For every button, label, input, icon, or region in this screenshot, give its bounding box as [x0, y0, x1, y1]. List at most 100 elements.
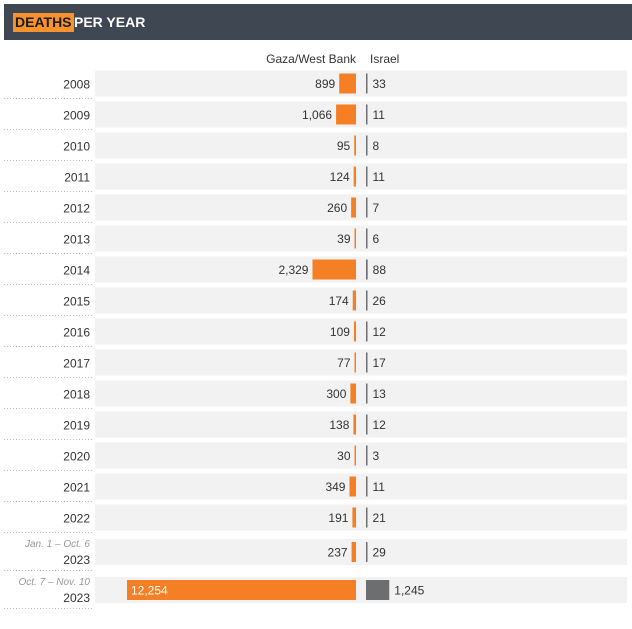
israel-bar: [366, 580, 390, 600]
gaza-value-label: 12,254: [131, 584, 168, 598]
gaza-value-label: 1,066: [302, 108, 332, 122]
gaza-value-label: 30: [337, 449, 351, 463]
gaza-value-label: 2,329: [278, 263, 308, 277]
gaza-bar: [353, 414, 356, 435]
gaza-value-label: 109: [330, 325, 350, 339]
title-rest: PER YEAR: [74, 14, 146, 30]
israel-bar: [366, 135, 368, 156]
row-band: [95, 163, 627, 190]
gaza-bar: [352, 507, 356, 528]
israel-bar: [366, 197, 368, 218]
row-band: [95, 101, 627, 128]
gaza-bar: [351, 197, 356, 218]
israel-value-label: 29: [373, 546, 387, 560]
year-label: 2015: [63, 295, 90, 309]
israel-bar: [366, 507, 368, 528]
row-band: [95, 411, 627, 438]
row-band: [95, 287, 627, 314]
israel-bar: [366, 104, 368, 125]
year-label: 2008: [63, 78, 90, 92]
row-band: [95, 256, 627, 283]
year-label: 2010: [63, 140, 90, 154]
israel-value-label: 11: [373, 170, 386, 184]
year-label: 2018: [63, 388, 90, 402]
gaza-bar: [354, 228, 356, 249]
year-label: 2021: [63, 481, 90, 495]
gaza-value-label: 260: [327, 201, 347, 215]
gaza-bar: [349, 476, 356, 497]
year-label: 2023: [63, 591, 90, 605]
israel-value-label: 7: [373, 201, 380, 215]
israel-value-label: 6: [373, 232, 380, 246]
row-note: Oct. 7 – Nov. 10: [18, 577, 90, 588]
israel-value-label: 3: [373, 449, 380, 463]
row-band: [95, 318, 627, 345]
gaza-value-label: 237: [328, 546, 348, 560]
gaza-bar: [354, 352, 356, 373]
row-note: Jan. 1 – Oct. 6: [24, 539, 90, 550]
row-band: [95, 132, 627, 159]
gaza-value-label: 191: [328, 511, 348, 525]
year-label: 2012: [63, 202, 90, 216]
israel-value-label: 12: [373, 418, 387, 432]
israel-bar: [366, 73, 368, 94]
year-label: 2014: [63, 264, 90, 278]
israel-value-label: 26: [373, 294, 387, 308]
gaza-bar: [354, 445, 356, 466]
israel-value-label: 1,245: [394, 584, 424, 598]
year-label: 2019: [63, 419, 90, 433]
israel-value-label: 11: [373, 108, 386, 122]
israel-bar: [366, 414, 368, 435]
gaza-value-label: 174: [329, 294, 349, 308]
israel-value-label: 13: [373, 387, 387, 401]
israel-value-label: 21: [373, 511, 387, 525]
chart-header: DEATHS PER YEAR: [4, 4, 632, 40]
year-label: 2020: [63, 450, 90, 464]
row-band: [95, 70, 627, 97]
gaza-value-label: 138: [329, 418, 349, 432]
israel-bar: [366, 352, 368, 373]
year-label: 2023: [63, 553, 90, 567]
series-label-israel: Israel: [370, 52, 399, 66]
israel-bar: [366, 542, 368, 562]
gaza-value-label: 77: [337, 356, 351, 370]
row-band: [95, 442, 627, 469]
year-label: 2016: [63, 326, 90, 340]
israel-value-label: 33: [373, 77, 387, 91]
gaza-bar: [353, 321, 356, 342]
gaza-bar: [351, 542, 356, 562]
israel-bar: [366, 259, 368, 280]
row-band: [95, 380, 627, 407]
series-label-gaza: Gaza/West Bank: [266, 52, 357, 66]
israel-value-label: 17: [373, 356, 387, 370]
gaza-bar: [127, 580, 356, 600]
year-label: 2022: [63, 512, 90, 526]
israel-bar: [366, 228, 368, 249]
title-highlight: DEATHS: [13, 13, 74, 32]
gaza-bar: [350, 383, 356, 404]
israel-value-label: 11: [373, 480, 386, 494]
gaza-bar: [354, 135, 356, 156]
gaza-bar: [336, 104, 356, 125]
gaza-bar: [352, 290, 356, 311]
israel-bar: [366, 476, 368, 497]
row-band: [95, 225, 627, 252]
year-label: 2009: [63, 109, 90, 123]
israel-bar: [366, 166, 368, 187]
israel-bar: [366, 290, 368, 311]
israel-value-label: 8: [373, 139, 380, 153]
israel-value-label: 88: [373, 263, 387, 277]
gaza-value-label: 124: [330, 170, 350, 184]
israel-bar: [366, 321, 368, 342]
israel-bar: [366, 445, 368, 466]
israel-bar: [366, 383, 368, 404]
gaza-bar: [339, 73, 356, 94]
row-band: [95, 349, 627, 376]
gaza-bar: [353, 166, 356, 187]
gaza-value-label: 349: [325, 480, 345, 494]
gaza-value-label: 95: [337, 139, 351, 153]
row-band: [95, 504, 627, 531]
year-label: 2013: [63, 233, 90, 247]
year-label: 2011: [64, 171, 90, 185]
